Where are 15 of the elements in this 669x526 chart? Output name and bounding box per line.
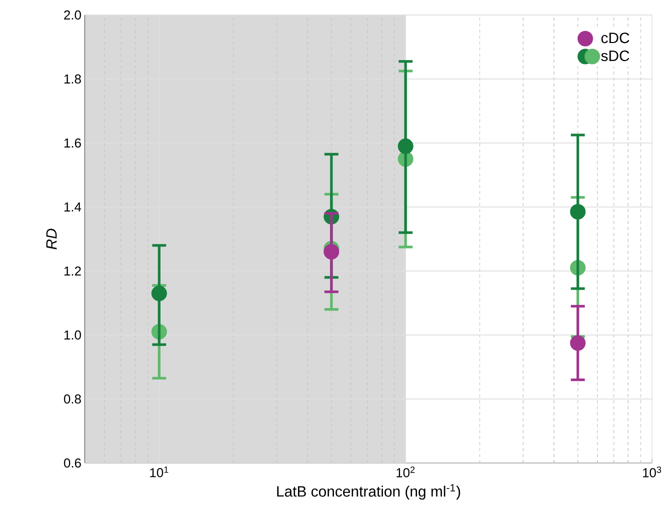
y-tick-label: 1.8 bbox=[64, 74, 81, 84]
y-tick-label: 1.2 bbox=[64, 266, 81, 276]
y-tick-label: 1.6 bbox=[64, 138, 81, 148]
x-tick-label: 10$^{1}$ bbox=[150, 466, 168, 478]
x-tick-label: 10$^{3}$ bbox=[643, 466, 662, 478]
x-axis-title: LatB concentration (ng ml$^{-1}$) bbox=[277, 484, 460, 500]
legend-label: sDC bbox=[601, 50, 630, 62]
y-tick-label: 1.0 bbox=[64, 330, 81, 340]
y-tick-label: 0.6 bbox=[64, 458, 81, 468]
y-tick-label: 2.0 bbox=[64, 10, 81, 20]
x-tick-label: 10$^{2}$ bbox=[396, 466, 415, 478]
y-tick-label: 0.8 bbox=[64, 394, 81, 404]
legend-label: cDC bbox=[601, 32, 630, 44]
y-tick-label: 1.4 bbox=[64, 202, 82, 212]
y-axis-title: RD bbox=[46, 228, 57, 250]
